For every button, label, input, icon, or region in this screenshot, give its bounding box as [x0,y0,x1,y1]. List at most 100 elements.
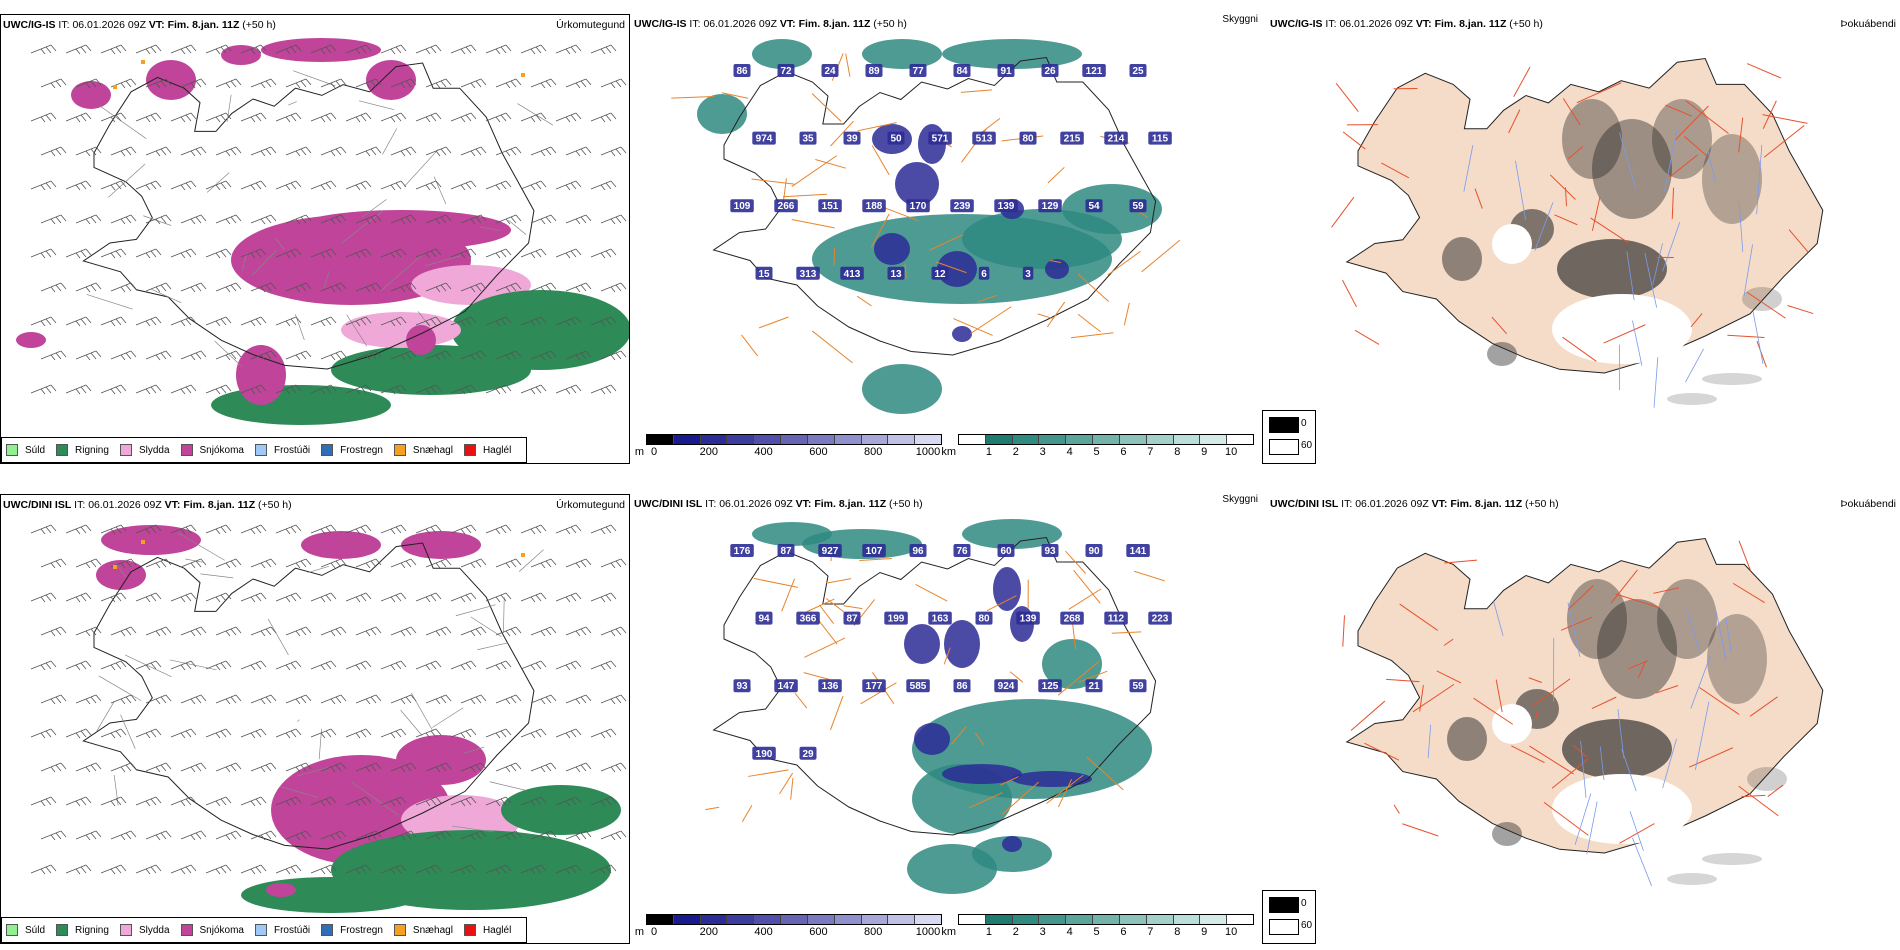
fog-legend: 0 60 [1262,410,1316,464]
road [830,120,854,147]
wind-barb [590,112,617,123]
precip-map[interactable] [1,515,630,915]
visibility-label-bg [953,64,971,77]
colorbar-cell [807,435,835,444]
visibility-value-label: 366 [800,614,817,625]
low-ceiling-area [895,162,939,206]
lead-time: (+50 h) [889,498,923,510]
road [758,316,789,329]
wind-barb [75,558,102,569]
snow-area [236,345,286,405]
visibility-colorbar: km 1 2 3 4 5 6 7 8 9 10 [941,914,1254,938]
visibility-value-label: 90 [1088,546,1100,557]
wind-barb [520,524,547,535]
visibility-value-label: 13 [890,269,902,280]
colorbar-tick: 3 [1039,446,1046,458]
panel-title-precip: Úrkomutegund [554,499,625,511]
legend-item: Súld [6,444,45,456]
fog-area [1447,717,1487,761]
road [307,565,330,573]
river [1756,144,1763,215]
wind-barb [555,796,582,807]
visibility-value-label: 3 [1025,269,1031,280]
wind-barb [590,44,617,55]
visibility-value-label: 21 [1088,681,1100,692]
visibility-label-bg [1085,544,1103,557]
colorbar-cell [985,915,1013,924]
fog-map[interactable] [1262,34,1900,444]
wind-barb [250,350,277,361]
legend-swatch [6,444,18,456]
wind-barb [390,830,417,841]
colorbar-cell [1039,435,1067,444]
road [177,532,226,561]
road [1342,279,1357,308]
colorbar-cell [915,435,941,444]
road [1046,301,1066,328]
precip-map[interactable] [1,35,630,435]
colorbar-tick: 5 [1093,926,1100,938]
visibility-value-label: 151 [822,201,839,212]
wind-barb [390,762,417,773]
wind-barb [345,592,372,603]
visibility-label-bg [799,131,817,145]
visibility-value-label: 927 [822,546,839,557]
fog-legend: 0 60 [1262,890,1316,944]
fog-area [1487,342,1517,366]
visibility-value-label: 215 [1064,134,1081,145]
colorbar-cell [1012,915,1040,924]
visibility-label-bg [887,266,905,280]
visibility-label-bg [1129,64,1147,77]
rain-area [331,345,531,395]
legend-item: Snjókoma [180,444,244,456]
it-label: IT: [705,498,717,510]
visibility-value-label: 39 [846,134,858,145]
visibility-label-bg [978,266,990,280]
wind-barb [65,384,92,395]
visibility-value-label: 115 [1152,134,1169,145]
road [803,672,830,680]
colorbar-tick: 800 [864,926,883,938]
river [1534,202,1554,251]
visibility-label-bg [994,199,1018,213]
wind-barb [555,384,582,395]
fog-map[interactable] [1262,514,1900,924]
legend-swatch [321,444,334,456]
visibility-value-label: 141 [1130,546,1147,557]
road [297,767,329,777]
legend-swatch [56,444,69,456]
wind-barb [135,660,162,671]
visibility-value-label: 25 [1132,66,1144,77]
wind-barb [425,830,452,841]
visibility-value-label: 170 [910,201,927,212]
visibility-label-bg [796,611,820,625]
road [1037,313,1053,319]
colorbar-cell [1012,435,1040,444]
wind-barb [310,44,337,55]
river [1738,201,1744,252]
visibility-label-bg [1041,544,1059,557]
visibility-label-bg [777,64,795,77]
legend-label: Rigning [75,444,109,456]
colorbar-cell [1093,435,1120,444]
coastline [82,62,535,370]
wind-barb [380,660,407,671]
snow-area [396,735,486,785]
wind-barb [40,146,67,157]
wind-barb [145,350,172,361]
wind-barb [460,350,487,361]
vt-value: Fim. 8.jan. 11Z [167,19,240,31]
wind-barb [215,762,242,773]
wind-barb [240,660,267,671]
visibility-map[interactable]: 176 87 927 107 96 76 60 93 90 141 94 366 87 199 163 80 1… [632,514,1260,904]
it-label: IT: [58,19,70,31]
colorbar-cell [781,435,808,444]
wind-barb [100,248,127,259]
visibility-label-bg [818,679,842,693]
wind-barb [275,112,302,123]
visibility-value-label: 84 [956,66,968,77]
visibility-label-bg [733,679,751,693]
wind-barb [555,44,582,55]
road [381,252,425,291]
visibility-map[interactable]: 86 72 24 89 77 84 91 26 121 25 974 35 39 50 571 513 80 21… [632,34,1260,424]
